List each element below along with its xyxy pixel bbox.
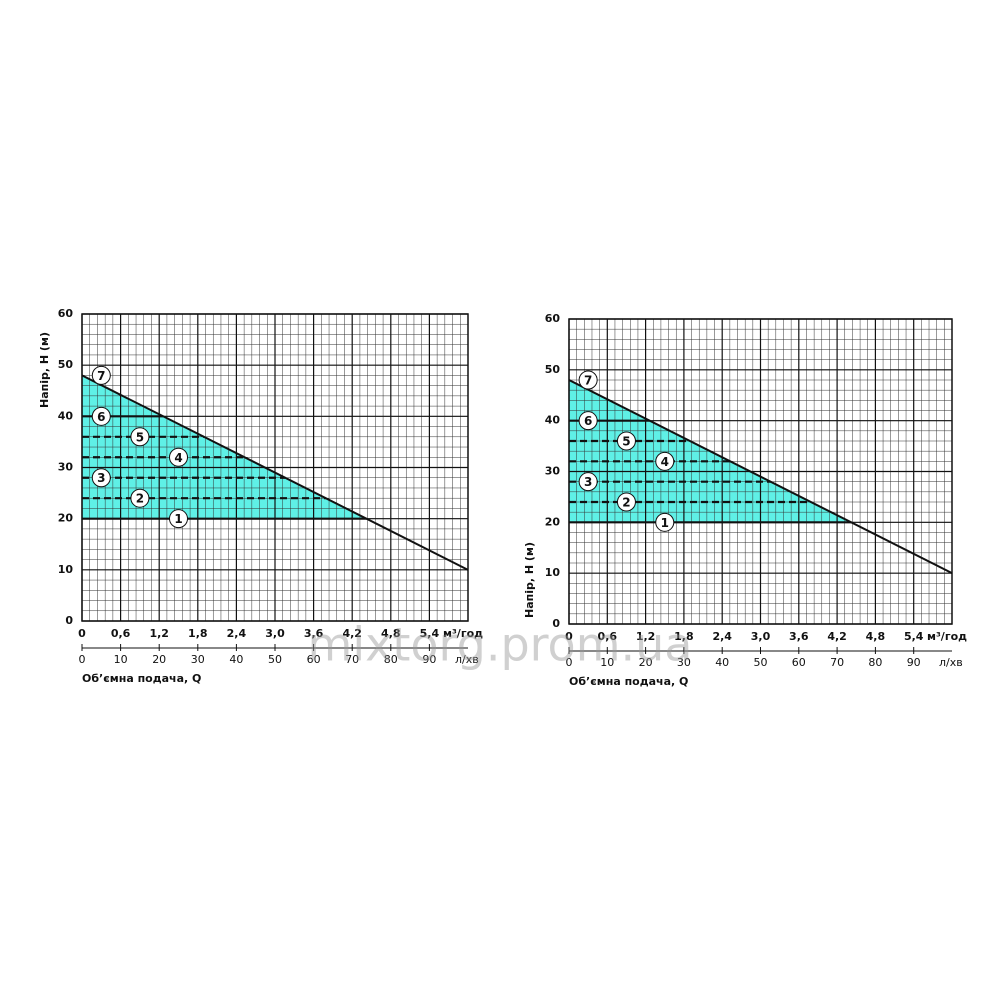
x-tick-label: 0 [78,627,86,640]
x-tick-label: 1,8 [674,630,694,643]
y-tick-label: 10 [545,566,561,579]
x2-tick-label: 50 [754,656,768,669]
level-badge [130,488,150,508]
level-label: 2 [136,492,144,506]
watermark: mixtorg.prom.ua [308,618,693,672]
x2-tick-label: 80 [868,656,882,669]
x-tick-label: 0,6 [598,630,618,643]
x-tick-label: 1,2 [636,630,656,643]
plot-border [568,318,953,625]
level-badge [655,451,675,471]
level-badge [169,509,188,529]
level-label: 5 [136,430,144,444]
x2-tick-label: 60 [792,656,806,669]
x2-tick-label: 20 [639,656,653,669]
x-tick-label: 3,0 [265,627,285,640]
x-unit: м³/год [927,630,967,643]
x2-tick-label: 10 [600,656,614,669]
level-label: 1 [174,512,182,526]
x-axis-label: Об’ємна подача, Q [569,675,688,688]
x2-tick-label: 40 [229,653,243,666]
level-badge [578,411,598,431]
y-tick-label: 30 [58,461,74,474]
level-badge [578,472,598,492]
x-tick-label: 3,6 [304,627,324,640]
level-badge [169,447,188,467]
level-label: 7 [97,369,105,383]
y-axis-label: Напір, Н (м) [38,332,51,408]
x2-tick-label: 70 [345,653,359,666]
y-tick-label: 30 [545,465,561,478]
x-tick-label: 1,2 [149,627,169,640]
x-tick-label: 4,2 [342,627,362,640]
level-badge [616,431,636,451]
x2-tick-label: 0 [79,653,86,666]
x2-unit: л/хв [939,656,963,669]
level-badge [655,512,675,532]
y-tick-label: 50 [58,358,74,371]
x-tick-label: 0,6 [111,627,131,640]
x-tick-label: 3,0 [751,630,771,643]
level-label: 3 [97,471,105,485]
level-label: 3 [584,475,592,489]
x2-tick-label: 30 [677,656,691,669]
level-badge [91,365,111,385]
x-unit: м³/год [443,627,483,640]
x-tick-label: 2,4 [712,630,732,643]
level-label: 6 [584,414,592,428]
pump-curve [568,379,953,575]
level-label: 7 [584,374,592,388]
x2-tick-label: 80 [384,653,398,666]
x-tick-label: 5,4 [904,630,924,643]
x2-unit: л/хв [455,653,479,666]
level-badge [91,468,111,488]
x2-tick-label: 20 [152,653,166,666]
x2-tick-label: 10 [114,653,128,666]
level-badge [130,427,150,447]
x2-tick-label: 90 [907,656,921,669]
y-tick-label: 20 [545,515,561,528]
level-label: 5 [622,435,630,449]
level-badge [578,370,598,390]
level-badge [616,492,636,512]
level-label: 4 [174,451,182,465]
x-tick-label: 4,8 [381,627,401,640]
x-tick-label: 5,4 [420,627,440,640]
level-label: 2 [622,496,630,510]
y-tick-label: 0 [552,617,560,630]
y-tick-label: 40 [545,414,561,427]
y-tick-label: 50 [545,363,561,376]
level-label: 6 [97,410,105,424]
x2-tick-label: 70 [830,656,844,669]
x2-tick-label: 40 [715,656,729,669]
level-label: 1 [661,516,669,530]
y-tick-label: 60 [545,312,561,325]
x2-tick-label: 50 [268,653,282,666]
x-axis-label: Об’ємна подача, Q [82,672,201,685]
x-tick-label: 1,8 [188,627,208,640]
y-tick-label: 20 [58,512,74,525]
y-tick-label: 0 [65,614,73,627]
x-tick-label: 4,8 [866,630,886,643]
level-label: 4 [661,455,669,469]
x-tick-label: 4,2 [827,630,847,643]
x-tick-label: 0 [565,630,573,643]
y-tick-label: 40 [58,409,74,422]
x2-tick-label: 30 [191,653,205,666]
x2-tick-label: 0 [566,656,573,669]
y-axis-label: Напір, Н (м) [523,542,536,618]
x2-tick-label: 60 [307,653,321,666]
pump-curve [81,374,469,571]
y-tick-label: 60 [58,307,74,320]
x-tick-label: 2,4 [227,627,247,640]
x2-tick-label: 90 [422,653,436,666]
level-badge [91,406,111,426]
x-tick-label: 3,6 [789,630,809,643]
plot-border [81,313,469,622]
y-tick-label: 10 [58,563,74,576]
